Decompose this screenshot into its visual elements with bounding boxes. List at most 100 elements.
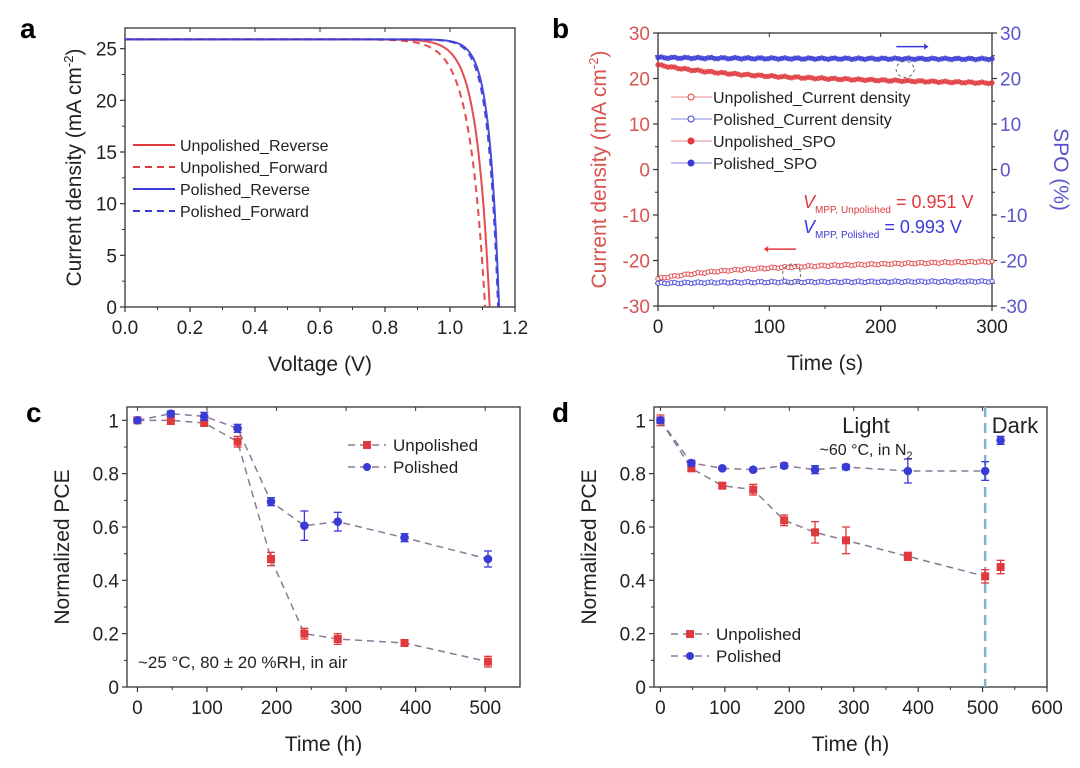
data-point bbox=[687, 464, 696, 473]
panel-label-d: d bbox=[552, 397, 569, 428]
x-tick-label: 0.6 bbox=[307, 318, 333, 339]
data-point bbox=[989, 278, 995, 284]
x-tick-label: 1.2 bbox=[502, 318, 528, 339]
data-point bbox=[400, 639, 409, 647]
x-tick-label: 0 bbox=[655, 698, 666, 719]
data-point bbox=[749, 485, 758, 494]
x-axis-label: Time (h) bbox=[285, 733, 362, 756]
data-point bbox=[811, 528, 820, 537]
x-tick-label: 100 bbox=[191, 698, 223, 719]
data-point bbox=[989, 80, 995, 86]
y-tick-label: 0.4 bbox=[620, 571, 647, 592]
y-tick-label: 20 bbox=[629, 70, 650, 91]
data-point bbox=[810, 465, 820, 474]
y-axis-label: Normalized PCE bbox=[578, 469, 601, 624]
y-tick-label: 0.8 bbox=[93, 465, 119, 486]
data-point bbox=[996, 563, 1005, 571]
x-tick-label: 500 bbox=[469, 698, 501, 719]
series-polished-current-density bbox=[655, 278, 995, 287]
data-point bbox=[989, 55, 995, 62]
x-tick-label: 1.0 bbox=[437, 318, 463, 339]
annotation-ellipse-current bbox=[782, 263, 802, 285]
plot-frame-d bbox=[653, 406, 1048, 688]
series-points-polished bbox=[656, 416, 1005, 484]
data-point bbox=[300, 521, 309, 530]
panel-label-b: b bbox=[552, 13, 569, 44]
data-point bbox=[841, 462, 851, 472]
x-tick-label: 200 bbox=[773, 698, 805, 719]
panel-a-jv-curves: 0.0 0.2 0.4 0.6 0.8 1.0 1.2 Voltage (V) 0 5 10 15 20… bbox=[61, 27, 528, 376]
y-axis-label: Current density (mA cm-2) bbox=[61, 49, 86, 287]
data-point bbox=[166, 409, 176, 418]
series-unpolished-current-density bbox=[655, 258, 995, 282]
series-points-unpolished bbox=[656, 414, 1005, 584]
legend-label: Unpolished_SPO bbox=[713, 134, 836, 151]
y-tick-label: -20 bbox=[1000, 252, 1027, 273]
y-tick-label: 0.2 bbox=[620, 625, 646, 646]
data-point bbox=[656, 416, 665, 425]
data-point bbox=[333, 635, 342, 643]
series-polished-spo bbox=[655, 54, 995, 63]
y-axis-label-right: SPO (%) bbox=[1049, 128, 1072, 211]
x-tick-label: 300 bbox=[330, 698, 362, 719]
y-tick-label: 5 bbox=[106, 246, 117, 267]
region-label-light: Light bbox=[842, 413, 890, 438]
y-tick-label: 0 bbox=[106, 298, 117, 319]
x-tick-label: 0 bbox=[132, 698, 143, 719]
data-point bbox=[780, 516, 789, 525]
x-tick-label: 100 bbox=[709, 698, 741, 719]
panel-label-c: c bbox=[26, 397, 42, 428]
y-tick-label: 10 bbox=[629, 115, 650, 136]
y-tick-label: -10 bbox=[623, 206, 650, 227]
data-point bbox=[200, 419, 209, 427]
legend-label: Polished_Current density bbox=[713, 112, 892, 129]
legend-label: Unpolished_Forward bbox=[180, 160, 328, 177]
data-point bbox=[779, 461, 789, 470]
y-tick-label: 10 bbox=[96, 195, 117, 216]
y-tick-label: 30 bbox=[629, 24, 650, 45]
legend-swatch-marker bbox=[363, 463, 371, 471]
series-line-unpolished bbox=[137, 419, 489, 663]
y-tick-label: 20 bbox=[1000, 70, 1021, 91]
y-tick-label: -30 bbox=[1000, 297, 1027, 318]
data-point bbox=[199, 412, 209, 421]
x-axis-label: Voltage (V) bbox=[268, 353, 372, 376]
data-point bbox=[717, 464, 727, 473]
y-tick-label: 20 bbox=[96, 91, 117, 112]
legend-swatch-marker bbox=[687, 93, 695, 101]
y-tick-label: -20 bbox=[623, 252, 650, 273]
x-tick-label: 200 bbox=[261, 698, 293, 719]
data-point bbox=[300, 629, 309, 638]
y-tick-label: 15 bbox=[96, 143, 117, 164]
data-point bbox=[748, 465, 758, 474]
y-tick-label: 1 bbox=[635, 411, 646, 432]
panel-c-stability-air: 0 100 200 300 400 500 Time (h) 0 0.2 0.4 0.6 0.8 1 No… bbox=[51, 406, 521, 756]
x-tick-label: 500 bbox=[967, 698, 999, 719]
data-point bbox=[980, 466, 990, 476]
x-tick-label: 300 bbox=[976, 317, 1008, 338]
data-point bbox=[233, 424, 242, 433]
y-tick-label: 0.4 bbox=[93, 571, 120, 592]
y-tick-label: 10 bbox=[1000, 115, 1021, 136]
data-point bbox=[687, 458, 696, 468]
data-point bbox=[903, 552, 912, 561]
data-point bbox=[266, 497, 276, 506]
x-tick-label: 0.4 bbox=[242, 318, 269, 339]
legend-label: Unpolished_Current density bbox=[713, 90, 910, 107]
condition-annotation: ~25 °C, 80 ± 20 %RH, in air bbox=[138, 653, 348, 672]
x-tick-label: 100 bbox=[753, 317, 785, 338]
annotation-ellipse-spo bbox=[895, 60, 915, 78]
x-tick-label: 400 bbox=[902, 698, 934, 719]
legend-label: Unpolished bbox=[716, 625, 801, 644]
x-tick-label: 0 bbox=[653, 317, 664, 338]
data-point bbox=[996, 436, 1005, 445]
legend-swatch-marker bbox=[687, 159, 695, 167]
y-axis-label: Normalized PCE bbox=[51, 469, 74, 624]
data-point bbox=[903, 466, 913, 476]
y-tick-label: 0.6 bbox=[620, 518, 646, 539]
arrow-right-icon bbox=[924, 43, 929, 50]
x-axis-label: Time (s) bbox=[787, 352, 863, 375]
y-axis-label-left: Current density (mA cm-2) bbox=[586, 51, 611, 289]
